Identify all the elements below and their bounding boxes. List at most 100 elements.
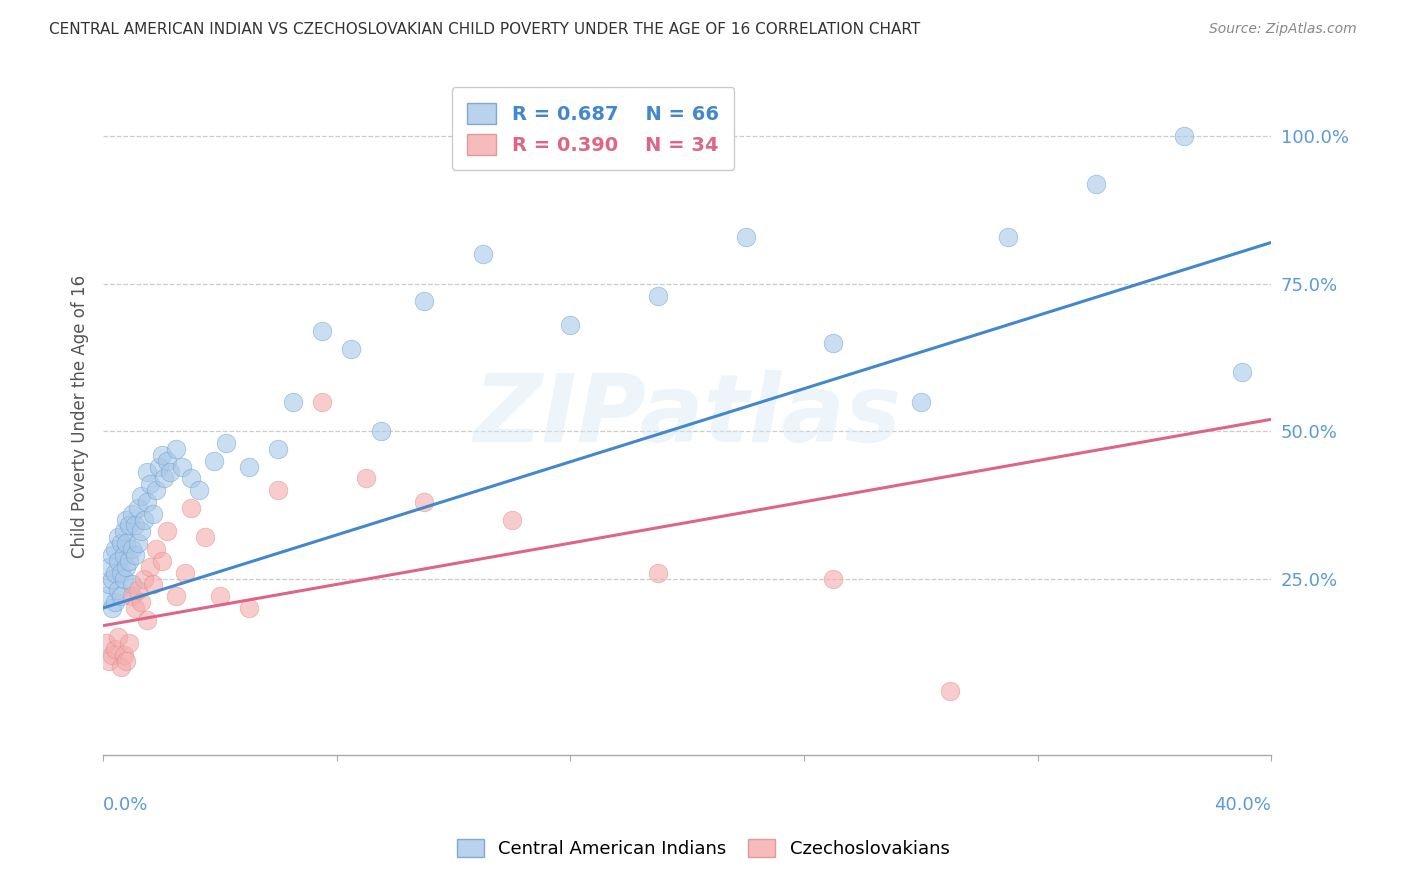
Point [471, 247, 494, 261]
Point [311, 324, 333, 338]
Point [110, 536, 132, 550]
Text: 40.0%: 40.0% [1215, 796, 1271, 814]
Point [139, 559, 162, 574]
Point [118, 554, 141, 568]
Point [413, 495, 436, 509]
Point [101, 572, 124, 586]
Point [156, 524, 179, 539]
Point [823, 335, 845, 350]
Point [180, 500, 202, 515]
Point [215, 436, 238, 450]
Point [136, 466, 159, 480]
Y-axis label: Child Poverty Under the Age of 16: Child Poverty Under the Age of 16 [72, 275, 89, 558]
Point [104, 566, 127, 580]
Point [180, 471, 202, 485]
Point [153, 471, 176, 485]
Point [734, 229, 756, 244]
Text: ZIPatlas: ZIPatlas [472, 370, 901, 462]
Text: CENTRAL AMERICAN INDIAN VS CZECHOSLOVAKIAN CHILD POVERTY UNDER THE AGE OF 16 COR: CENTRAL AMERICAN INDIAN VS CZECHOSLOVAKI… [49, 22, 921, 37]
Point [110, 589, 132, 603]
Point [107, 530, 129, 544]
Point [188, 483, 211, 497]
Point [115, 559, 138, 574]
Point [118, 518, 141, 533]
Point [129, 489, 152, 503]
Point [121, 542, 143, 557]
Point [165, 442, 187, 456]
Point [156, 453, 179, 467]
Point [115, 512, 138, 526]
Text: Source: ZipAtlas.com: Source: ZipAtlas.com [1209, 22, 1357, 37]
Point [121, 589, 143, 603]
Point [110, 566, 132, 580]
Point [124, 548, 146, 562]
Point [202, 453, 225, 467]
Point [823, 572, 845, 586]
Point [104, 542, 127, 557]
Point [101, 601, 124, 615]
Point [98, 577, 121, 591]
Point [910, 394, 932, 409]
Point [1084, 177, 1107, 191]
Point [165, 589, 187, 603]
Text: 0.0%: 0.0% [103, 796, 149, 814]
Point [124, 518, 146, 533]
Point [121, 577, 143, 591]
Point [238, 459, 260, 474]
Point [413, 294, 436, 309]
Point [132, 512, 155, 526]
Point [1230, 365, 1253, 379]
Point [101, 548, 124, 562]
Point [94, 589, 117, 603]
Point [129, 595, 152, 609]
Point [159, 466, 181, 480]
Point [118, 636, 141, 650]
Point [104, 642, 127, 657]
Point [148, 459, 170, 474]
Point [281, 394, 304, 409]
Point [127, 536, 149, 550]
Point [370, 424, 392, 438]
Point [150, 448, 173, 462]
Point [129, 524, 152, 539]
Point [115, 654, 138, 668]
Point [142, 577, 165, 591]
Point [194, 530, 217, 544]
Point [142, 507, 165, 521]
Point [136, 495, 159, 509]
Point [267, 442, 290, 456]
Point [208, 589, 231, 603]
Point [311, 394, 333, 409]
Point [124, 601, 146, 615]
Point [238, 601, 260, 615]
Point [94, 636, 117, 650]
Point [354, 471, 377, 485]
Point [139, 477, 162, 491]
Point [136, 613, 159, 627]
Point [170, 459, 193, 474]
Point [107, 583, 129, 598]
Point [112, 648, 135, 662]
Legend: R = 0.687    N = 66, R = 0.390    N = 34: R = 0.687 N = 66, R = 0.390 N = 34 [451, 87, 734, 170]
Legend: Central American Indians, Czechoslovakians: Central American Indians, Czechoslovakia… [447, 830, 959, 867]
Point [104, 595, 127, 609]
Point [997, 229, 1019, 244]
Point [107, 554, 129, 568]
Point [98, 559, 121, 574]
Point [173, 566, 195, 580]
Point [1173, 129, 1195, 144]
Point [647, 566, 669, 580]
Point [501, 512, 523, 526]
Point [110, 660, 132, 674]
Point [112, 524, 135, 539]
Point [112, 548, 135, 562]
Point [98, 654, 121, 668]
Point [150, 554, 173, 568]
Point [121, 507, 143, 521]
Point [647, 288, 669, 302]
Point [939, 683, 962, 698]
Point [560, 318, 582, 332]
Point [267, 483, 290, 497]
Point [145, 483, 167, 497]
Point [107, 631, 129, 645]
